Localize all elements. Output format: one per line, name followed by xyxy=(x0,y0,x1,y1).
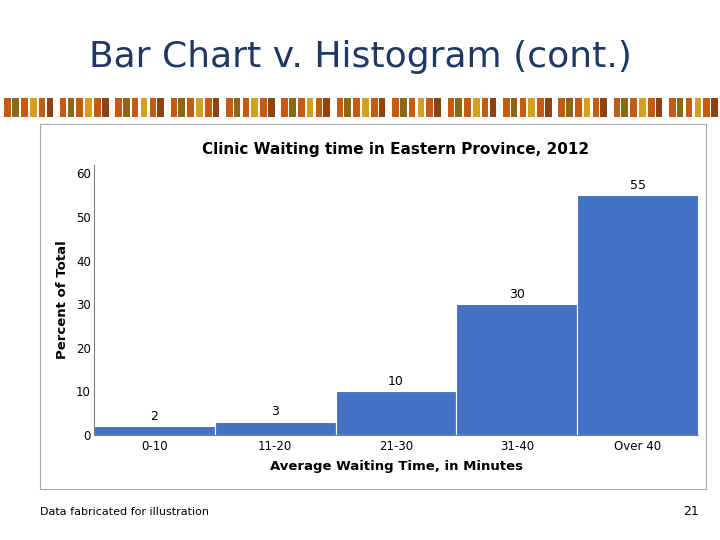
Bar xyxy=(30,98,37,117)
Bar xyxy=(234,98,240,117)
Bar xyxy=(47,98,53,117)
Title: Clinic Waiting time in Eastern Province, 2012: Clinic Waiting time in Eastern Province,… xyxy=(202,141,590,157)
Bar xyxy=(418,98,424,117)
Bar xyxy=(456,304,577,435)
Bar xyxy=(584,98,590,117)
Bar xyxy=(426,98,433,117)
Text: 21: 21 xyxy=(683,505,698,518)
Bar xyxy=(12,98,19,117)
Bar xyxy=(60,98,66,117)
Bar xyxy=(282,98,288,117)
Bar xyxy=(558,98,565,117)
Bar xyxy=(226,98,233,117)
Bar xyxy=(537,98,544,117)
Bar xyxy=(600,98,607,117)
Bar xyxy=(179,98,185,117)
Bar xyxy=(323,98,330,117)
Bar xyxy=(187,98,194,117)
Bar xyxy=(354,98,360,117)
Bar xyxy=(575,98,582,117)
Bar xyxy=(251,98,258,117)
Bar xyxy=(21,98,27,117)
Bar xyxy=(703,98,710,117)
Bar xyxy=(215,422,336,435)
Bar xyxy=(464,98,471,117)
Bar xyxy=(379,98,385,117)
Bar xyxy=(362,98,369,117)
Bar xyxy=(695,98,701,117)
Bar xyxy=(566,98,572,117)
Text: Bar Chart v. Histogram (cont.): Bar Chart v. Histogram (cont.) xyxy=(89,40,631,73)
Bar xyxy=(132,98,138,117)
Bar xyxy=(577,195,698,435)
Bar xyxy=(150,98,156,117)
Bar xyxy=(344,98,351,117)
Bar xyxy=(337,98,343,117)
Bar xyxy=(315,98,323,117)
Bar xyxy=(490,98,496,117)
Bar xyxy=(656,98,662,117)
Bar xyxy=(39,98,45,117)
Bar xyxy=(307,98,313,117)
Bar xyxy=(68,98,74,117)
Bar xyxy=(639,98,646,117)
Text: 55: 55 xyxy=(630,179,646,192)
Text: 10: 10 xyxy=(388,375,404,388)
Bar xyxy=(94,426,215,435)
Bar xyxy=(371,98,378,117)
Bar xyxy=(677,98,683,117)
Bar xyxy=(123,98,130,117)
Bar xyxy=(261,98,267,117)
Text: Data fabricated for illustration: Data fabricated for illustration xyxy=(40,507,209,517)
Bar xyxy=(171,98,177,117)
Bar xyxy=(711,98,718,117)
Bar xyxy=(409,98,415,117)
Bar xyxy=(336,391,456,435)
Bar xyxy=(157,98,164,117)
Bar xyxy=(621,98,628,117)
Bar xyxy=(593,98,599,117)
Bar xyxy=(448,98,454,117)
Bar xyxy=(85,98,92,117)
Bar xyxy=(102,98,109,117)
Bar xyxy=(94,98,101,117)
Bar xyxy=(4,98,11,117)
Bar xyxy=(685,98,693,117)
Text: 2: 2 xyxy=(150,409,158,422)
Bar xyxy=(482,98,488,117)
Bar xyxy=(520,98,526,117)
Bar xyxy=(140,98,148,117)
Bar xyxy=(76,98,83,117)
Text: 3: 3 xyxy=(271,405,279,418)
Bar xyxy=(212,98,220,117)
Bar xyxy=(243,98,249,117)
Bar xyxy=(528,98,535,117)
Bar xyxy=(196,98,203,117)
Bar xyxy=(473,98,480,117)
Bar xyxy=(205,98,212,117)
Bar xyxy=(648,98,654,117)
Bar xyxy=(455,98,462,117)
X-axis label: Average Waiting Time, in Minutes: Average Waiting Time, in Minutes xyxy=(269,460,523,473)
Bar xyxy=(613,98,621,117)
Bar xyxy=(289,98,296,117)
Y-axis label: Percent of Total: Percent of Total xyxy=(56,240,69,359)
Bar xyxy=(434,98,441,117)
Bar xyxy=(503,98,510,117)
Bar xyxy=(669,98,675,117)
Bar xyxy=(510,98,517,117)
Bar xyxy=(298,98,305,117)
Bar xyxy=(268,98,275,117)
Bar xyxy=(630,98,637,117)
Text: 30: 30 xyxy=(509,288,525,301)
Bar xyxy=(545,98,552,117)
Bar xyxy=(115,98,122,117)
Bar xyxy=(400,98,407,117)
Bar xyxy=(392,98,399,117)
